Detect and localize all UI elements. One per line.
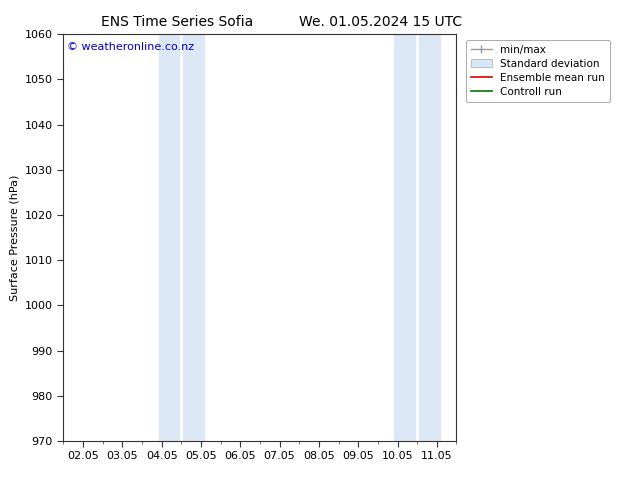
- Bar: [158, 34, 179, 441]
- Bar: [394, 34, 415, 441]
- Bar: [183, 34, 204, 441]
- Text: We. 01.05.2024 15 UTC: We. 01.05.2024 15 UTC: [299, 15, 462, 29]
- Legend: min/max, Standard deviation, Ensemble mean run, Controll run: min/max, Standard deviation, Ensemble me…: [465, 40, 610, 102]
- Text: © weatheronline.co.nz: © weatheronline.co.nz: [67, 43, 195, 52]
- Bar: [419, 34, 440, 441]
- Text: ENS Time Series Sofia: ENS Time Series Sofia: [101, 15, 254, 29]
- Y-axis label: Surface Pressure (hPa): Surface Pressure (hPa): [10, 174, 19, 301]
